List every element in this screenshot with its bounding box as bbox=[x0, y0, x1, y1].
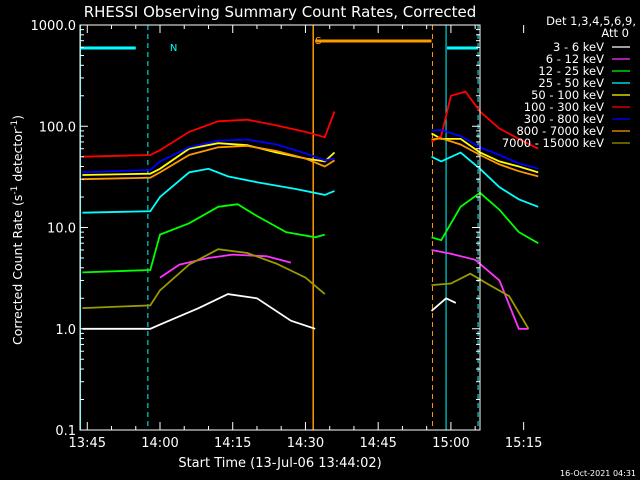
y-tick-label: 0.1 bbox=[55, 424, 76, 439]
series-8-segment-1 bbox=[82, 248, 326, 309]
series-3-segment-1 bbox=[82, 167, 335, 214]
legend-label-3: 25 - 50 keV bbox=[538, 76, 604, 90]
y-axis-label: Corrected Count Rate (s-1 detector-1) bbox=[10, 115, 25, 345]
plot-frame bbox=[79, 24, 481, 431]
series-0-segment-1 bbox=[82, 293, 316, 330]
legend-header-line-1: Det 1,3,4,5,6,9, bbox=[546, 14, 636, 28]
legend-label-5: 100 - 300 keV bbox=[524, 100, 604, 114]
x-tick-label: 15:00 bbox=[432, 436, 469, 451]
series-7-segment-1 bbox=[82, 144, 335, 181]
x-tick-label: 14:45 bbox=[359, 436, 396, 451]
series-5-segment-1 bbox=[82, 111, 336, 158]
series-5-segment-2 bbox=[431, 90, 539, 150]
x-tick-label: 14:15 bbox=[214, 436, 251, 451]
annotation-n: N bbox=[170, 43, 177, 54]
x-tick-label: 15:15 bbox=[505, 436, 542, 451]
legend-label-2: 12 - 25 keV bbox=[538, 64, 604, 78]
series-1-segment-1 bbox=[159, 253, 292, 279]
x-tick-label: 13:45 bbox=[69, 436, 106, 451]
legend-label-8: 7000 - 15000 keV bbox=[502, 136, 604, 150]
axes: 1000.0 100.0 10.0 1.0 0.113:45 14:00 14:15 14:3… bbox=[31, 19, 543, 451]
legend-label-7: 800 - 7000 keV bbox=[516, 124, 604, 138]
x-tick-label: 14:00 bbox=[141, 436, 178, 451]
legend-label-4: 50 - 100 keV bbox=[531, 88, 604, 102]
legend-label-6: 300 - 800 keV bbox=[524, 112, 604, 126]
series-1-segment-2 bbox=[431, 249, 529, 330]
y-tick-label: 1.0 bbox=[55, 323, 76, 338]
legend-label-1: 6 - 12 keV bbox=[546, 52, 604, 66]
legend-header-line-2: Att 0 bbox=[601, 26, 629, 40]
series-6-segment-1 bbox=[82, 138, 335, 174]
plot-area: NS bbox=[79, 25, 539, 430]
y-tick-label: 100.0 bbox=[39, 120, 76, 135]
series-4-segment-1 bbox=[82, 142, 336, 176]
timestamp: 16-Oct-2021 04:31 bbox=[560, 469, 636, 478]
y-tick-label: 10.0 bbox=[47, 222, 76, 237]
x-tick-label: 14:30 bbox=[287, 436, 324, 451]
chart-title: RHESSI Observing Summary Count Rates, Co… bbox=[84, 3, 477, 21]
annotation-s: S bbox=[315, 36, 321, 47]
y-tick-label: 1000.0 bbox=[31, 19, 77, 34]
series-2-segment-1 bbox=[82, 203, 326, 274]
series-0-segment-2 bbox=[430, 297, 457, 312]
series-3-segment-2 bbox=[431, 151, 539, 208]
legend-label-0: 3 - 6 keV bbox=[553, 40, 604, 54]
x-axis-label: Start Time (13-Jul-06 13:44:02) bbox=[178, 456, 381, 471]
